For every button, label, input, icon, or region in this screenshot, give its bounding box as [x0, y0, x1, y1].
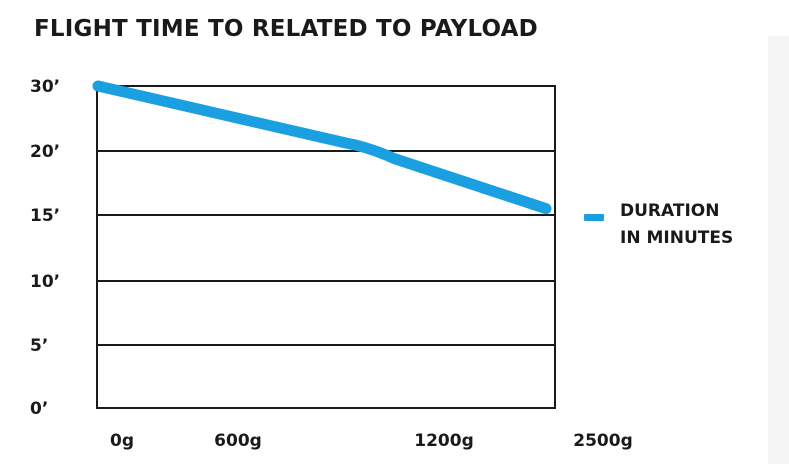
y-tick-label: 5’ [30, 336, 48, 356]
x-tick-label: 600g [214, 431, 262, 451]
x-tick-label: 0g [110, 431, 134, 451]
plot-frame [96, 85, 556, 409]
x-tick-label: 1200g [414, 431, 473, 451]
y-tick-label: 10’ [30, 272, 60, 292]
y-tick-label: 15’ [30, 206, 60, 226]
y-tick-label: 30’ [30, 77, 60, 97]
legend-label-line2: IN MINUTES [620, 228, 734, 248]
series-line-0 [92, 80, 552, 215]
y-tick-label: 20’ [30, 142, 60, 162]
right-panel-background [768, 36, 789, 464]
legend-swatch [584, 214, 604, 221]
chart-title: FLIGHT TIME TO RELATED TO PAYLOAD [34, 16, 538, 42]
y-tick-label: 0’ [30, 399, 48, 419]
x-tick-label: 2500g [573, 431, 632, 451]
legend-label-line1: DURATION [620, 201, 720, 221]
legend-label: DURATION IN MINUTES [620, 198, 733, 252]
